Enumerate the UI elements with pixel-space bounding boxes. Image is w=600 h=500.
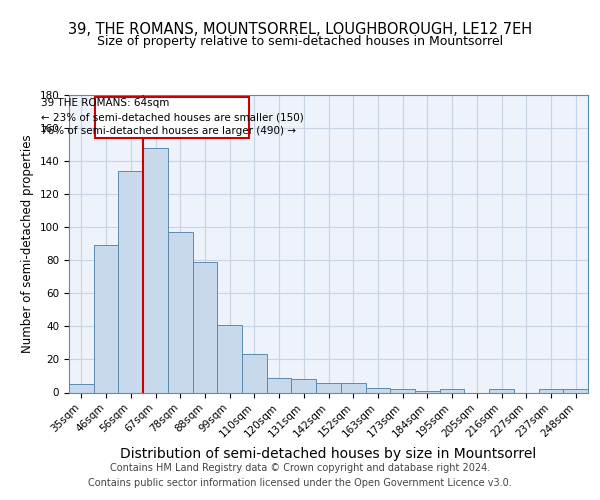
Bar (415, 391, 440, 392)
Text: Size of property relative to semi-detached houses in Mountsorrel: Size of property relative to semi-detach… (97, 35, 503, 48)
Bar (69, 384, 94, 392)
Bar (365, 388, 390, 392)
Bar (193, 262, 217, 392)
Bar (267, 378, 292, 392)
Bar (539, 389, 563, 392)
X-axis label: Distribution of semi-detached houses by size in Mountsorrel: Distribution of semi-detached houses by … (121, 448, 536, 462)
Bar (292, 380, 316, 392)
Bar (341, 382, 365, 392)
Bar (390, 389, 415, 392)
Bar (563, 389, 588, 392)
Bar (168, 232, 193, 392)
Bar (440, 389, 464, 392)
Y-axis label: Number of semi-detached properties: Number of semi-detached properties (21, 134, 34, 353)
Bar (217, 324, 242, 392)
Text: 39 THE ROMANS: 64sqm
← 23% of semi-detached houses are smaller (150)
76% of semi: 39 THE ROMANS: 64sqm ← 23% of semi-detac… (41, 98, 304, 136)
Bar (242, 354, 267, 393)
Bar (143, 148, 168, 392)
Bar (489, 389, 514, 392)
Text: 39, THE ROMANS, MOUNTSORREL, LOUGHBOROUGH, LE12 7EH: 39, THE ROMANS, MOUNTSORREL, LOUGHBOROUG… (68, 22, 532, 38)
Bar (118, 171, 143, 392)
Bar (316, 382, 341, 392)
FancyBboxPatch shape (95, 96, 250, 138)
Bar (94, 246, 118, 392)
Text: Contains HM Land Registry data © Crown copyright and database right 2024.
Contai: Contains HM Land Registry data © Crown c… (88, 462, 512, 487)
